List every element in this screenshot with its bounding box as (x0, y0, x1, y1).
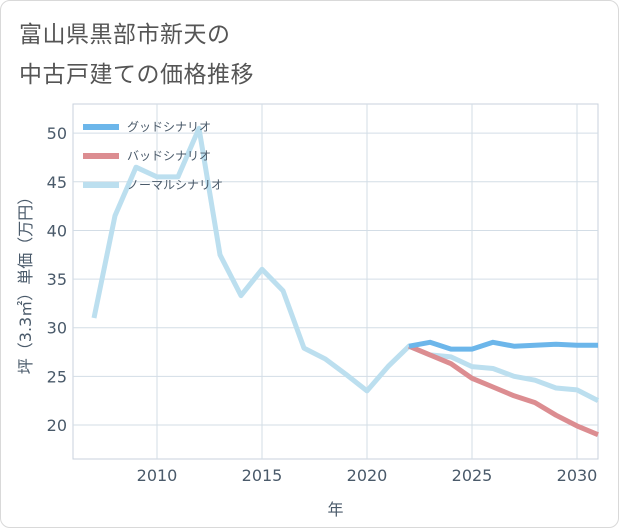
y-tick-label: 25 (47, 367, 67, 386)
y-tick-label: 45 (47, 173, 67, 192)
y-tick-label: 20 (47, 416, 67, 435)
x-tick-label: 2030 (557, 466, 598, 485)
y-tick-label: 30 (47, 319, 67, 338)
legend-label: ノーマルシナリオ (127, 178, 223, 192)
x-tick-label: 2020 (347, 466, 388, 485)
series-layer (91, 125, 600, 438)
chart-title-line-1: 富山県黒部市新天の (19, 22, 231, 48)
x-axis-title: 年 (327, 500, 343, 519)
y-axis-title: 坪（3.3㎡）単価（万円） (16, 189, 35, 374)
series-line-1 (408, 343, 599, 438)
chart-title-line-2: 中古戸建ての価格推移 (19, 62, 254, 88)
plot-area (72, 103, 599, 460)
x-tick-label: 2015 (242, 466, 283, 485)
y-tick-label: 40 (47, 221, 67, 240)
y-tick-label: 35 (47, 270, 67, 289)
y-tick-label: 50 (47, 124, 67, 143)
series-line-0 (408, 339, 598, 352)
x-tick-label: 2025 (452, 466, 493, 485)
legend-label: グッドシナリオ (127, 120, 211, 134)
x-tick-label: 2010 (137, 466, 178, 485)
grid-lines (73, 104, 598, 459)
legend-label: バッドシナリオ (127, 149, 211, 163)
series-line-2 (91, 125, 600, 403)
